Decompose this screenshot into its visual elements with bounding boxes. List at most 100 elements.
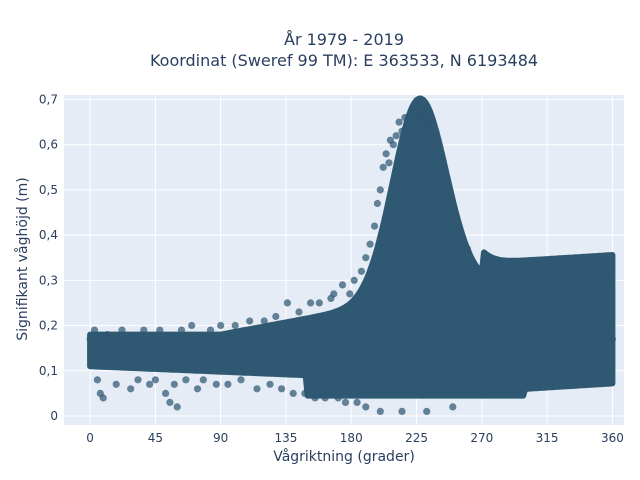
point-cloud [87,95,616,399]
data-point-12 [151,376,159,384]
data-point-11 [146,380,154,388]
data-point-7 [118,326,126,334]
data-point-83 [459,240,467,248]
data-point-21 [193,385,202,393]
data-point-79 [442,177,450,185]
data-point-30 [253,385,261,393]
data-point-62 [392,132,400,140]
data-point-97 [543,321,551,330]
data-point-10 [140,326,148,334]
data-point-24 [212,380,220,388]
data-point-6 [112,380,120,388]
x-tick-label-7: 315 [536,431,559,445]
data-point-16 [170,380,178,388]
data-point-85 [469,258,477,266]
x-tick-label-6: 270 [470,431,493,445]
data-point-18 [177,326,186,334]
data-point-25 [217,321,225,330]
data-point-70 [415,114,423,122]
data-point-49 [350,276,358,284]
data-point-67 [407,118,415,126]
data-point-59 [385,159,393,167]
data-point-84 [463,245,471,253]
y-tick-label-4: 0,4 [39,228,58,242]
data-point-108 [398,407,406,415]
data-point-90 [498,299,506,307]
data-point-36 [289,389,297,397]
data-point-50 [353,398,361,406]
y-tick-label-7: 0,7 [39,93,58,107]
data-point-105 [601,331,609,339]
x-tick-label-3: 135 [275,431,298,445]
data-point-8 [127,385,135,393]
chart-title-line-1: År 1979 - 2019 [284,30,404,49]
data-point-102 [579,326,588,334]
data-point-63 [395,118,403,126]
data-point-81 [450,213,458,221]
y-axis-ticks: 0 0,1 0,2 0,3 0,4 0,5 0,6 0,7 [39,93,58,423]
data-points [86,105,617,415]
data-point-33 [272,312,280,321]
data-point-104 [594,326,602,334]
data-point-9 [134,376,142,384]
data-point-17 [173,403,181,411]
y-tick-label-6: 0,6 [39,138,58,152]
data-point-5 [103,331,112,339]
data-point-14 [162,389,170,397]
x-tick-label-4: 180 [340,431,363,445]
data-point-20 [188,321,196,330]
data-point-94 [521,312,529,321]
point-cloud-shape [87,95,616,399]
data-point-56 [376,186,384,194]
data-point-34 [278,385,286,393]
data-point-39 [307,299,315,307]
data-point-32 [266,380,274,388]
data-point-35 [283,299,291,307]
data-point-46 [338,281,347,289]
data-point-65 [401,114,409,122]
data-point-23 [206,326,215,334]
data-point-96 [536,317,544,325]
data-point-82 [455,222,463,230]
y-tick-label-2: 0,2 [39,319,58,333]
data-point-22 [199,376,207,384]
data-point-52 [362,254,370,262]
x-tick-label-2: 90 [213,431,228,445]
data-point-64 [398,127,406,135]
data-point-61 [389,141,397,149]
x-tick-label-8: 360 [601,431,624,445]
data-point-29 [246,317,254,325]
data-point-4 [99,394,107,402]
data-point-99 [558,326,566,334]
y-tick-label-1: 0,1 [39,364,58,378]
data-point-45 [334,394,342,402]
data-point-101 [572,331,580,339]
data-point-100 [565,321,573,330]
data-point-93 [515,303,524,312]
data-point-95 [529,308,537,316]
y-tick-label-0: 0 [50,409,58,423]
data-point-28 [237,376,245,384]
data-point-42 [321,394,329,402]
data-point-74 [427,118,435,126]
data-point-55 [373,199,381,208]
data-point-80 [446,195,454,203]
chart-title-line-2: Koordinat (Sweref 99 TM): E 363533, N 61… [150,51,538,70]
data-point-15 [166,398,174,406]
data-point-47 [341,398,350,406]
data-point-54 [370,222,379,230]
data-point-88 [486,294,495,302]
data-point-78 [439,163,447,171]
data-point-103 [587,331,595,339]
data-point-106 [608,335,617,343]
data-point-19 [182,376,190,384]
data-point-110 [449,403,457,411]
data-point-1 [90,326,99,334]
data-point-107 [376,407,384,415]
data-point-91 [504,299,512,307]
data-point-51 [357,267,365,275]
data-point-71 [418,105,426,113]
data-point-57 [379,163,387,171]
data-point-75 [430,132,438,140]
